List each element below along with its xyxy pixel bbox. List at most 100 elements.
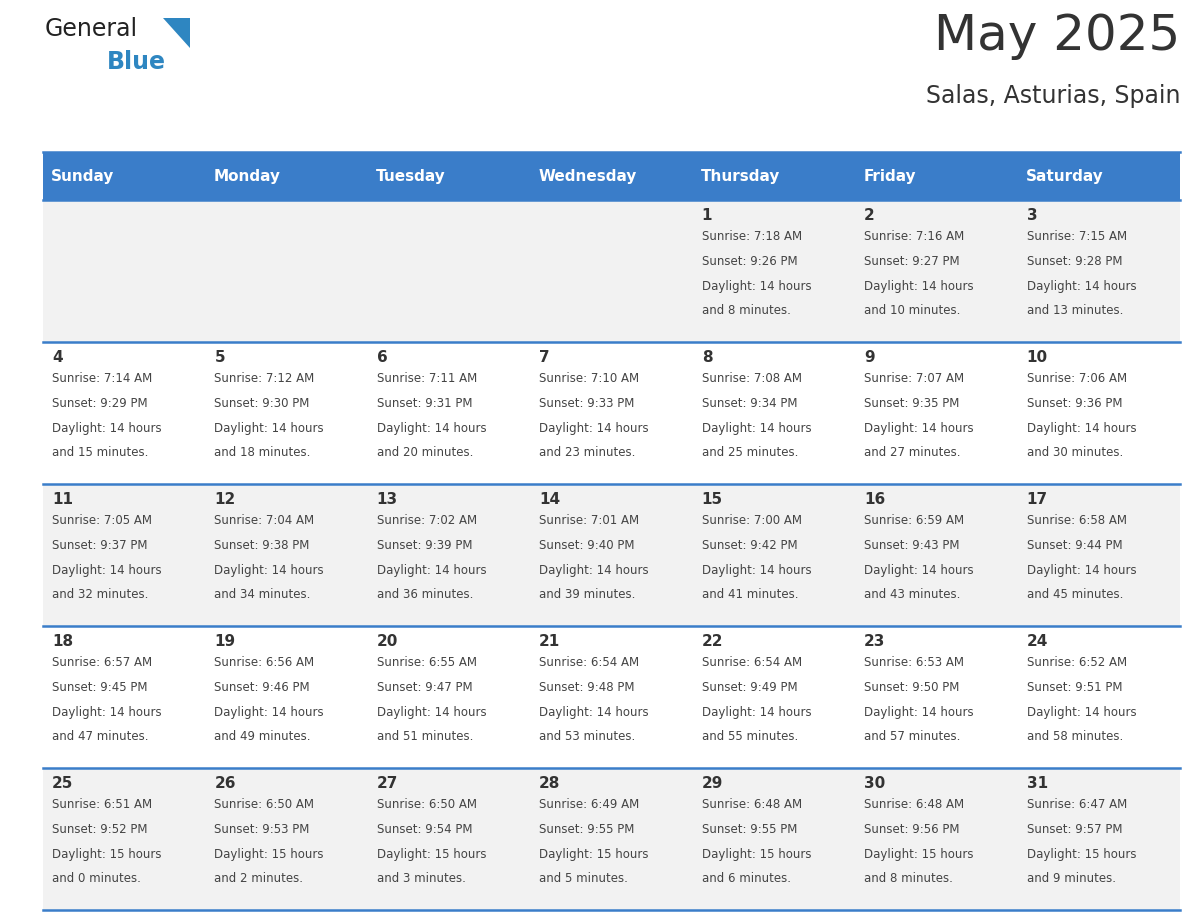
- Text: Sunset: 9:45 PM: Sunset: 9:45 PM: [52, 680, 147, 694]
- Text: Sunset: 9:39 PM: Sunset: 9:39 PM: [377, 539, 473, 552]
- Text: Sunset: 9:55 PM: Sunset: 9:55 PM: [539, 823, 634, 835]
- Text: and 27 minutes.: and 27 minutes.: [864, 446, 961, 459]
- Text: 22: 22: [702, 633, 723, 649]
- Text: Sunrise: 6:57 AM: Sunrise: 6:57 AM: [52, 655, 152, 669]
- Text: Sunrise: 7:07 AM: Sunrise: 7:07 AM: [864, 372, 965, 385]
- Text: and 51 minutes.: and 51 minutes.: [377, 731, 473, 744]
- Text: Daylight: 14 hours: Daylight: 14 hours: [214, 421, 324, 434]
- Text: Daylight: 15 hours: Daylight: 15 hours: [864, 847, 974, 860]
- Text: Daylight: 14 hours: Daylight: 14 hours: [864, 279, 974, 293]
- Text: 2: 2: [864, 207, 874, 223]
- Text: and 0 minutes.: and 0 minutes.: [52, 872, 141, 885]
- Text: Sunrise: 6:50 AM: Sunrise: 6:50 AM: [214, 798, 315, 811]
- Text: 23: 23: [864, 633, 885, 649]
- Text: 14: 14: [539, 492, 561, 507]
- Text: Daylight: 14 hours: Daylight: 14 hours: [864, 706, 974, 719]
- Text: Sunset: 9:33 PM: Sunset: 9:33 PM: [539, 397, 634, 409]
- Text: Daylight: 14 hours: Daylight: 14 hours: [539, 421, 649, 434]
- Text: Daylight: 14 hours: Daylight: 14 hours: [702, 279, 811, 293]
- Text: and 41 minutes.: and 41 minutes.: [702, 588, 798, 601]
- Text: Sunrise: 7:18 AM: Sunrise: 7:18 AM: [702, 230, 802, 243]
- Text: 15: 15: [702, 492, 722, 507]
- Text: Daylight: 15 hours: Daylight: 15 hours: [539, 847, 649, 860]
- Text: Sunrise: 7:12 AM: Sunrise: 7:12 AM: [214, 372, 315, 385]
- Text: Sunset: 9:27 PM: Sunset: 9:27 PM: [864, 254, 960, 268]
- Text: Sunset: 9:55 PM: Sunset: 9:55 PM: [702, 823, 797, 835]
- Text: Sunrise: 7:11 AM: Sunrise: 7:11 AM: [377, 372, 478, 385]
- Text: Daylight: 14 hours: Daylight: 14 hours: [539, 706, 649, 719]
- Text: Sunset: 9:30 PM: Sunset: 9:30 PM: [214, 397, 310, 409]
- Text: Daylight: 14 hours: Daylight: 14 hours: [377, 706, 486, 719]
- Text: Sunset: 9:54 PM: Sunset: 9:54 PM: [377, 823, 473, 835]
- Text: Sunset: 9:47 PM: Sunset: 9:47 PM: [377, 680, 473, 694]
- Text: 7: 7: [539, 350, 550, 364]
- Text: Sunrise: 7:05 AM: Sunrise: 7:05 AM: [52, 514, 152, 527]
- Text: Daylight: 14 hours: Daylight: 14 hours: [702, 706, 811, 719]
- Text: Sunrise: 6:59 AM: Sunrise: 6:59 AM: [864, 514, 965, 527]
- Text: and 53 minutes.: and 53 minutes.: [539, 731, 636, 744]
- Text: and 3 minutes.: and 3 minutes.: [377, 872, 466, 885]
- Text: Sunrise: 6:56 AM: Sunrise: 6:56 AM: [214, 655, 315, 669]
- Text: Sunrise: 6:47 AM: Sunrise: 6:47 AM: [1026, 798, 1126, 811]
- Text: 17: 17: [1026, 492, 1048, 507]
- Text: 9: 9: [864, 350, 874, 364]
- Text: Sunrise: 6:55 AM: Sunrise: 6:55 AM: [377, 655, 476, 669]
- Text: Sunrise: 6:54 AM: Sunrise: 6:54 AM: [702, 655, 802, 669]
- Text: Sunrise: 7:04 AM: Sunrise: 7:04 AM: [214, 514, 315, 527]
- Text: and 32 minutes.: and 32 minutes.: [52, 588, 148, 601]
- Text: Sunset: 9:57 PM: Sunset: 9:57 PM: [1026, 823, 1121, 835]
- Text: and 34 minutes.: and 34 minutes.: [214, 588, 311, 601]
- Text: Daylight: 14 hours: Daylight: 14 hours: [1026, 564, 1136, 577]
- Text: and 39 minutes.: and 39 minutes.: [539, 588, 636, 601]
- Text: and 36 minutes.: and 36 minutes.: [377, 588, 473, 601]
- Text: and 49 minutes.: and 49 minutes.: [214, 731, 311, 744]
- Text: Sunset: 9:29 PM: Sunset: 9:29 PM: [52, 397, 147, 409]
- Text: and 55 minutes.: and 55 minutes.: [702, 731, 798, 744]
- Text: Sunset: 9:49 PM: Sunset: 9:49 PM: [702, 680, 797, 694]
- Text: 10: 10: [1026, 350, 1048, 364]
- Text: Sunday: Sunday: [51, 169, 114, 184]
- Text: 19: 19: [214, 633, 235, 649]
- Text: and 8 minutes.: and 8 minutes.: [864, 872, 953, 885]
- Text: Sunrise: 7:15 AM: Sunrise: 7:15 AM: [1026, 230, 1126, 243]
- Text: Tuesday: Tuesday: [375, 169, 446, 184]
- Text: Sunset: 9:51 PM: Sunset: 9:51 PM: [1026, 680, 1121, 694]
- Text: Sunset: 9:34 PM: Sunset: 9:34 PM: [702, 397, 797, 409]
- Text: Thursday: Thursday: [701, 169, 781, 184]
- Text: Sunset: 9:50 PM: Sunset: 9:50 PM: [864, 680, 960, 694]
- Text: 4: 4: [52, 350, 63, 364]
- Bar: [43, 626, 1180, 768]
- Text: 18: 18: [52, 633, 72, 649]
- Text: Daylight: 14 hours: Daylight: 14 hours: [52, 564, 162, 577]
- Text: Sunrise: 7:01 AM: Sunrise: 7:01 AM: [539, 514, 639, 527]
- Text: Daylight: 14 hours: Daylight: 14 hours: [52, 706, 162, 719]
- Text: Sunset: 9:46 PM: Sunset: 9:46 PM: [214, 680, 310, 694]
- Text: Salas, Asturias, Spain: Salas, Asturias, Spain: [925, 84, 1180, 108]
- Text: Daylight: 14 hours: Daylight: 14 hours: [214, 564, 324, 577]
- Text: 27: 27: [377, 776, 398, 790]
- Text: Friday: Friday: [864, 169, 916, 184]
- Text: and 57 minutes.: and 57 minutes.: [864, 731, 960, 744]
- Text: and 10 minutes.: and 10 minutes.: [864, 305, 960, 318]
- Text: Daylight: 14 hours: Daylight: 14 hours: [864, 564, 974, 577]
- Text: Saturday: Saturday: [1025, 169, 1104, 184]
- Text: 20: 20: [377, 633, 398, 649]
- Text: 16: 16: [864, 492, 885, 507]
- Text: Sunrise: 6:50 AM: Sunrise: 6:50 AM: [377, 798, 476, 811]
- Text: 30: 30: [864, 776, 885, 790]
- Text: Sunrise: 6:54 AM: Sunrise: 6:54 AM: [539, 655, 639, 669]
- Text: Sunset: 9:56 PM: Sunset: 9:56 PM: [864, 823, 960, 835]
- Bar: [43, 484, 1180, 626]
- Text: Daylight: 14 hours: Daylight: 14 hours: [52, 421, 162, 434]
- Text: Blue: Blue: [107, 50, 166, 74]
- Text: 11: 11: [52, 492, 72, 507]
- Text: Daylight: 14 hours: Daylight: 14 hours: [1026, 706, 1136, 719]
- Text: Sunrise: 6:51 AM: Sunrise: 6:51 AM: [52, 798, 152, 811]
- Text: Wednesday: Wednesday: [538, 169, 637, 184]
- Text: 8: 8: [702, 350, 713, 364]
- Text: Sunset: 9:26 PM: Sunset: 9:26 PM: [702, 254, 797, 268]
- Text: Daylight: 14 hours: Daylight: 14 hours: [214, 706, 324, 719]
- Text: Sunset: 9:38 PM: Sunset: 9:38 PM: [214, 539, 310, 552]
- Text: Sunrise: 7:00 AM: Sunrise: 7:00 AM: [702, 514, 802, 527]
- Bar: [693, 152, 855, 200]
